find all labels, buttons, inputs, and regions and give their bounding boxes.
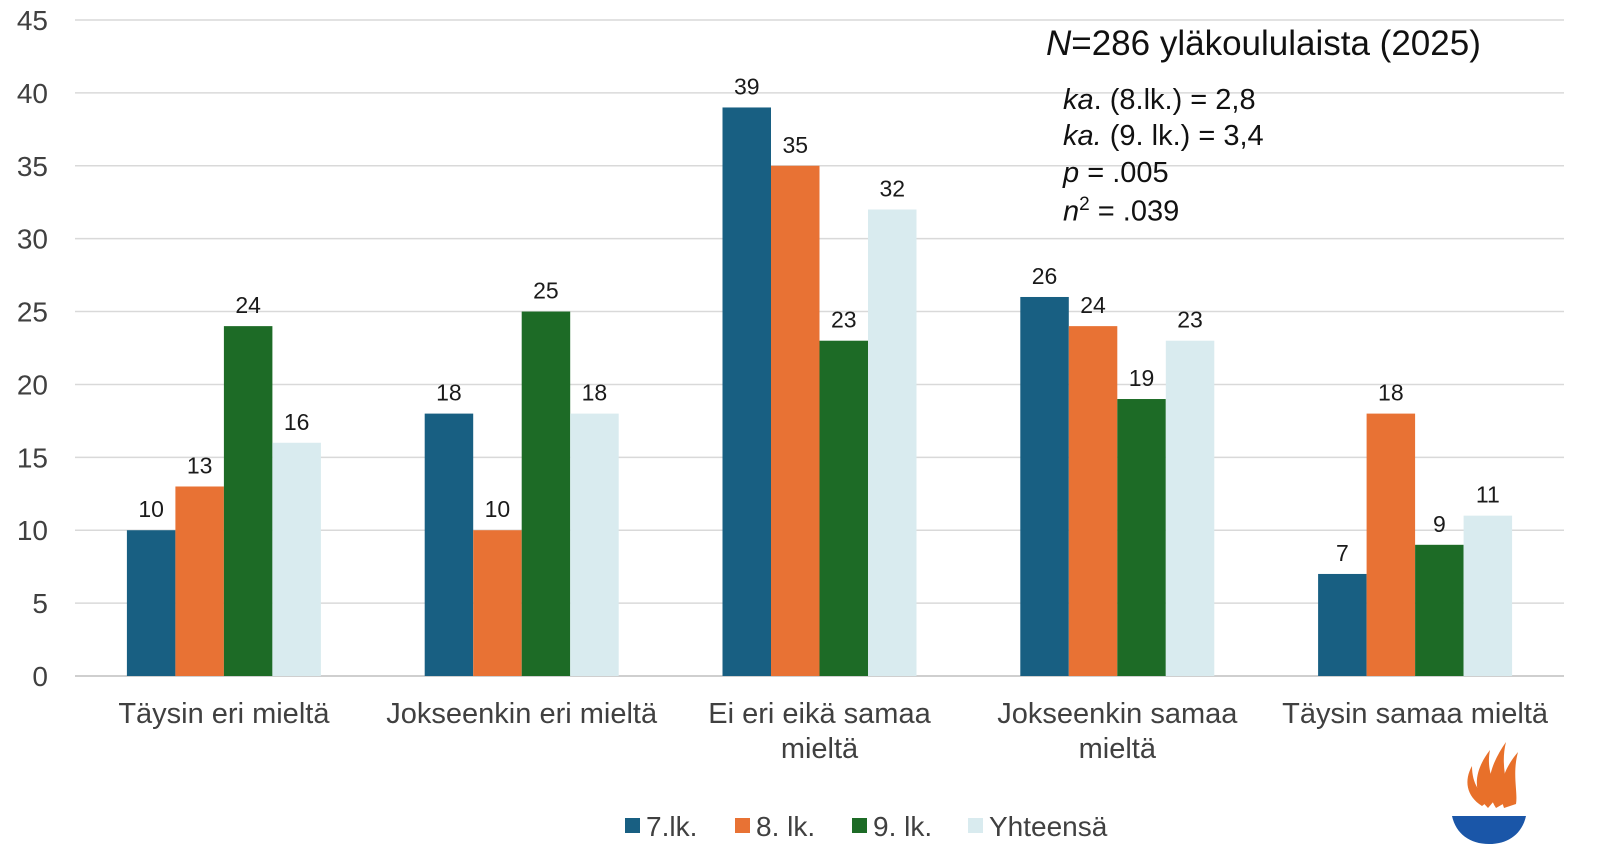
data-label: 9 xyxy=(1433,511,1446,537)
ka9-text: (9. lk.) = 3,4 xyxy=(1101,120,1264,152)
legend-item: 7.lk. xyxy=(625,811,697,842)
flame-stroke xyxy=(1467,766,1490,806)
legend-swatch xyxy=(968,818,983,833)
bar xyxy=(1020,296,1069,676)
data-label: 23 xyxy=(1177,307,1203,333)
y-tick-label: 30 xyxy=(17,224,48,255)
x-category-label: Jokseenkin eri mieltä xyxy=(386,698,658,730)
bar xyxy=(473,530,522,676)
p-symbol: p xyxy=(1063,157,1080,189)
bar xyxy=(1068,326,1118,676)
p-value-annotation: p = .005 xyxy=(1063,157,1169,190)
legend-swatch xyxy=(625,818,640,833)
legend-item: 8. lk. xyxy=(735,811,815,842)
bar xyxy=(570,413,619,676)
legend-label: 9. lk. xyxy=(873,811,932,842)
data-label: 7 xyxy=(1336,540,1349,566)
data-label: 25 xyxy=(533,278,559,304)
y-tick-label: 15 xyxy=(17,442,48,473)
legend-label: Yhteensä xyxy=(989,811,1108,842)
bar xyxy=(126,530,176,676)
bar xyxy=(771,165,820,676)
ka8-text: . (8.lk.) = 2,8 xyxy=(1093,84,1256,116)
bar xyxy=(272,442,321,676)
bar xyxy=(819,340,868,676)
mean-9-annotation: ka. (9. lk.) = 3,4 xyxy=(1063,120,1264,153)
legend-label: 7.lk. xyxy=(646,811,697,842)
ka8-symbol: ka xyxy=(1063,84,1094,116)
y-tick-label: 5 xyxy=(32,588,48,619)
y-tick-label: 25 xyxy=(17,297,48,328)
x-category-label: Täysin samaa mieltä xyxy=(1282,698,1549,730)
bar xyxy=(1117,399,1166,676)
bar xyxy=(1366,413,1416,676)
y-tick-label: 40 xyxy=(17,78,48,109)
x-category-label: Täysin eri mieltä xyxy=(118,698,330,730)
sample-size-annotation: N=286 yläkoululaista (2025) xyxy=(1046,24,1481,64)
legend-item: 9. lk. xyxy=(852,811,932,842)
x-category-label: Jokseenkin samaa mieltä xyxy=(997,698,1238,765)
eta-superscript: 2 xyxy=(1079,194,1090,215)
legend-label: 8. lk. xyxy=(756,811,815,842)
y-tick-label: 45 xyxy=(17,5,48,36)
flame-logo xyxy=(1452,742,1526,844)
bar xyxy=(424,413,474,676)
bar xyxy=(868,209,917,676)
data-label: 18 xyxy=(436,380,462,406)
eta-symbol: n xyxy=(1063,195,1080,228)
legend: 7.lk. 8. lk. 9. lk. Yhteensä xyxy=(625,811,1108,842)
data-label: 13 xyxy=(187,452,213,478)
bar xyxy=(1463,515,1513,676)
bar xyxy=(1318,573,1367,676)
bar xyxy=(223,326,273,676)
mean-8-annotation: ka. (8.lk.) = 2,8 xyxy=(1063,84,1256,117)
p-text: = .005 xyxy=(1079,157,1169,189)
eta-text: = .039 xyxy=(1089,195,1180,228)
x-axis-categories: Täysin eri mieltä Jokseenkin eri mieltä Ei… xyxy=(118,698,1549,765)
y-axis-ticks: 0 5 10 15 20 25 30 35 40 45 xyxy=(17,5,48,692)
y-tick-label: 10 xyxy=(17,515,48,546)
bar xyxy=(521,311,571,676)
data-label: 16 xyxy=(284,409,310,435)
data-label: 10 xyxy=(138,496,164,522)
data-label: 23 xyxy=(831,307,857,333)
y-tick-label: 0 xyxy=(32,661,48,692)
effect-size-annotation: n2 = .039 xyxy=(1063,194,1179,229)
legend-swatch xyxy=(852,818,867,833)
bowl xyxy=(1452,816,1526,844)
data-label: 35 xyxy=(782,132,808,158)
ka9-symbol: ka. xyxy=(1063,120,1102,152)
bar xyxy=(1415,544,1464,676)
bar xyxy=(1165,340,1215,676)
data-labels: 10 13 24 16 18 10 25 18 39 35 23 32 26 24 19 23 7 18 9 11 xyxy=(138,73,1499,565)
y-tick-label: 35 xyxy=(17,151,48,182)
data-label: 24 xyxy=(235,292,261,318)
n-text: =286 yläkoululaista (2025) xyxy=(1071,24,1481,63)
x-category-label: Ei eri eikä samaa mieltä xyxy=(708,698,931,765)
bars xyxy=(126,107,1513,676)
legend-swatch xyxy=(735,818,750,833)
y-tick-label: 20 xyxy=(17,369,48,400)
legend-item: Yhteensä xyxy=(968,811,1108,842)
data-label: 39 xyxy=(734,73,760,99)
data-label: 26 xyxy=(1032,263,1058,289)
data-label: 32 xyxy=(879,176,905,202)
data-label: 18 xyxy=(582,380,608,406)
data-label: 18 xyxy=(1378,380,1404,406)
data-label: 10 xyxy=(485,496,511,522)
bar xyxy=(175,486,224,676)
flame-stroke xyxy=(1501,752,1518,808)
n-symbol: N xyxy=(1046,24,1072,63)
data-label: 24 xyxy=(1080,292,1106,318)
data-label: 19 xyxy=(1129,365,1155,391)
data-label: 11 xyxy=(1476,482,1500,508)
bar xyxy=(722,107,771,676)
